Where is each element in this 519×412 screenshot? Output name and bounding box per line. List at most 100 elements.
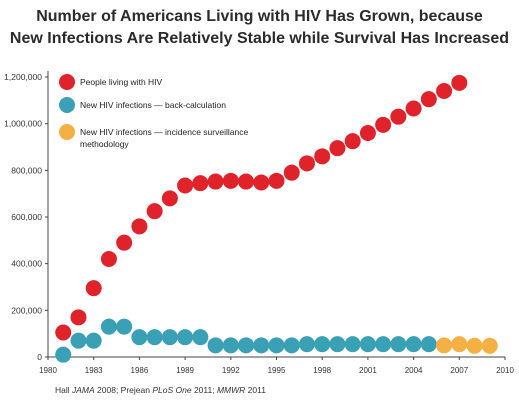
x-tick-label: 1983 (85, 366, 103, 375)
data-point (55, 324, 72, 341)
x-tick-label: 1995 (268, 366, 286, 375)
y-tick-label: 200,000 (11, 305, 42, 315)
data-point (85, 280, 102, 297)
x-tick-label: 1986 (131, 366, 149, 375)
legend-label: People living with HIV (80, 77, 163, 87)
data-point (253, 337, 270, 354)
data-point (390, 108, 407, 125)
data-point (207, 173, 224, 190)
data-point (329, 140, 346, 157)
data-point (100, 251, 117, 267)
x-tick-label: 1992 (222, 366, 240, 375)
data-point (192, 175, 209, 192)
data-point (253, 174, 270, 191)
data-point (283, 337, 300, 354)
x-tick-label: 1989 (176, 366, 194, 375)
data-series (55, 74, 498, 363)
y-tick-label: 400,000 (11, 259, 42, 269)
series-3 (436, 336, 498, 354)
legend-label: New HIV infections — back-calculation (80, 100, 226, 110)
legend-label: methodology (80, 139, 129, 149)
y-tick-label: 800,000 (11, 165, 42, 175)
source-citation: Hall JAMA 2008; Prejean PLoS One 2011; M… (55, 385, 266, 395)
data-point (451, 74, 468, 91)
data-point (177, 329, 194, 346)
source-part: MMWR (216, 385, 246, 395)
data-point (436, 83, 453, 99)
source-part: JAMA (72, 385, 95, 395)
source-part: Hall (55, 385, 73, 395)
chart-title: Number of Americans Living with HIV Has … (0, 6, 519, 50)
legend-label: New HIV infections — incidence surveilla… (80, 127, 248, 137)
data-point (451, 336, 468, 353)
data-point (329, 336, 346, 353)
x-tick-label: 2004 (405, 366, 423, 375)
source-part: 2011 (245, 385, 266, 395)
data-point (298, 155, 315, 172)
y-tick-label: 0 (37, 352, 42, 362)
data-point (420, 336, 437, 353)
data-point (207, 337, 224, 354)
data-point (283, 164, 300, 181)
data-point (481, 337, 498, 354)
data-point (268, 337, 285, 354)
data-point (55, 346, 72, 363)
chart-title-line-1: Number of Americans Living with HIV Has … (36, 8, 483, 25)
data-point (131, 329, 148, 346)
data-point (238, 337, 255, 354)
data-point (268, 172, 285, 189)
x-tick-label: 1980 (39, 366, 57, 375)
data-point (146, 203, 163, 220)
data-point (344, 336, 361, 353)
source-part: 2008; Prejean (94, 385, 153, 395)
data-point (405, 100, 422, 117)
axes: 0 200,000 400,000 600,000 800,000 1,000,000 1,… (4, 71, 514, 375)
data-point (100, 318, 117, 335)
data-point (314, 336, 331, 353)
data-point (375, 336, 392, 353)
legend: People living with HIV New HIV infections… (59, 74, 248, 149)
data-point (420, 91, 437, 108)
data-point (238, 173, 255, 190)
data-point (116, 318, 133, 335)
chart-title-line-2: New Infections Are Relatively Stable whi… (9, 30, 510, 47)
data-point (161, 190, 178, 207)
data-point (466, 337, 483, 354)
data-point (359, 125, 376, 141)
legend-item-2: New HIV infections — back-calculation (59, 97, 226, 113)
data-point (344, 133, 361, 150)
data-point (146, 329, 163, 346)
source-part: 2011; (191, 385, 217, 395)
source-part: PLoS One (152, 385, 192, 395)
legend-swatch (59, 124, 75, 140)
data-point (298, 336, 315, 353)
data-point (177, 177, 194, 194)
data-point (405, 336, 422, 353)
data-point (70, 332, 87, 349)
data-point (70, 309, 87, 326)
x-tick-label: 1998 (313, 366, 331, 375)
data-point (192, 329, 209, 346)
series-2 (55, 318, 437, 363)
x-tick-label: 2007 (450, 366, 468, 375)
legend-item-3: New HIV infections — incidence surveilla… (59, 124, 248, 149)
data-point (390, 336, 407, 353)
data-point (314, 148, 331, 165)
legend-swatch (59, 74, 75, 90)
data-point (222, 172, 239, 189)
data-point (85, 332, 102, 349)
series-1 (55, 74, 468, 341)
data-point (222, 337, 239, 354)
legend-item-1: People living with HIV (59, 74, 163, 90)
x-tick-label: 2010 (496, 366, 514, 375)
x-tick-label: 2001 (359, 366, 377, 375)
data-point (436, 337, 453, 354)
data-point (161, 329, 178, 346)
legend-swatch (59, 97, 75, 113)
data-point (359, 336, 376, 353)
data-point (131, 218, 148, 235)
data-point (375, 116, 392, 133)
y-tick-label: 1,000,000 (4, 119, 42, 129)
data-point (116, 234, 133, 251)
